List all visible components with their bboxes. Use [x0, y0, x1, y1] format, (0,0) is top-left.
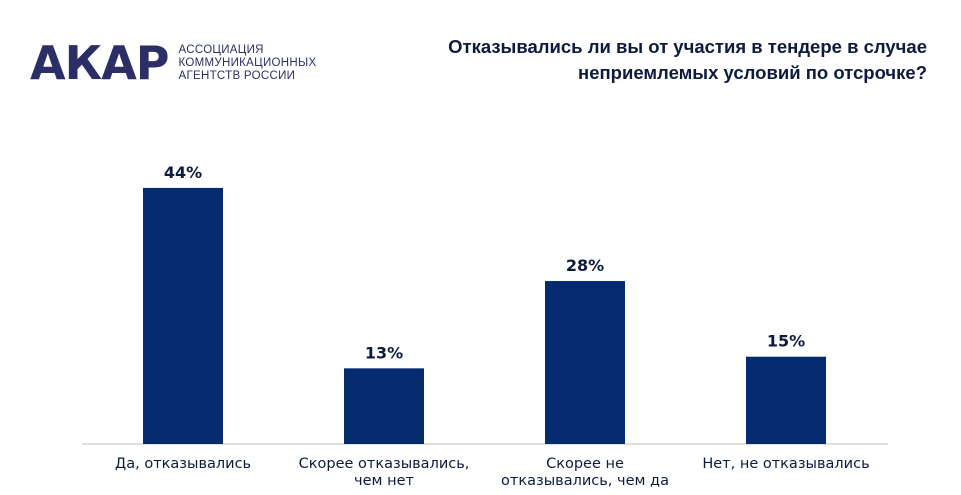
category-label-2-line-2: чем нет — [354, 473, 414, 489]
category-label-3-line-2: отказывались, чем да — [501, 473, 669, 489]
bar-3 — [545, 281, 625, 444]
category-label-1-line-1: Да, отказывались — [115, 456, 251, 472]
logo-text: АССОЦИАЦИЯ КОММУНИКАЦИОННЫХ АГЕНТСТВ РОС… — [179, 44, 317, 83]
bar-4 — [746, 356, 826, 444]
category-label-4-line-1: Нет, не отказывались — [702, 456, 869, 472]
data-label-4: 15% — [767, 332, 805, 351]
logo-line-2: КОММУНИКАЦИОННЫХ — [178, 56, 317, 69]
bar-1 — [143, 187, 223, 445]
logo: АКАР АССОЦИАЦИЯ КОММУНИКАЦИОННЫХ АГЕНТСТ… — [30, 40, 316, 86]
logo-mark: АКАР — [30, 36, 170, 90]
bar-2 — [344, 368, 424, 444]
data-label-3: 28% — [566, 256, 604, 275]
logo-line-3: АГЕНТСТВ РОССИИ — [178, 69, 296, 82]
category-label-3-line-1: Скорее не — [546, 456, 624, 472]
logo-line-1: АССОЦИАЦИЯ — [178, 43, 264, 56]
chart-title: Отказывались ли вы от участия в тендере … — [448, 36, 927, 83]
data-label-2: 13% — [365, 343, 403, 362]
data-label-1: 44% — [164, 163, 202, 182]
category-label-2-line-1: Скорее отказывались, — [299, 456, 470, 472]
